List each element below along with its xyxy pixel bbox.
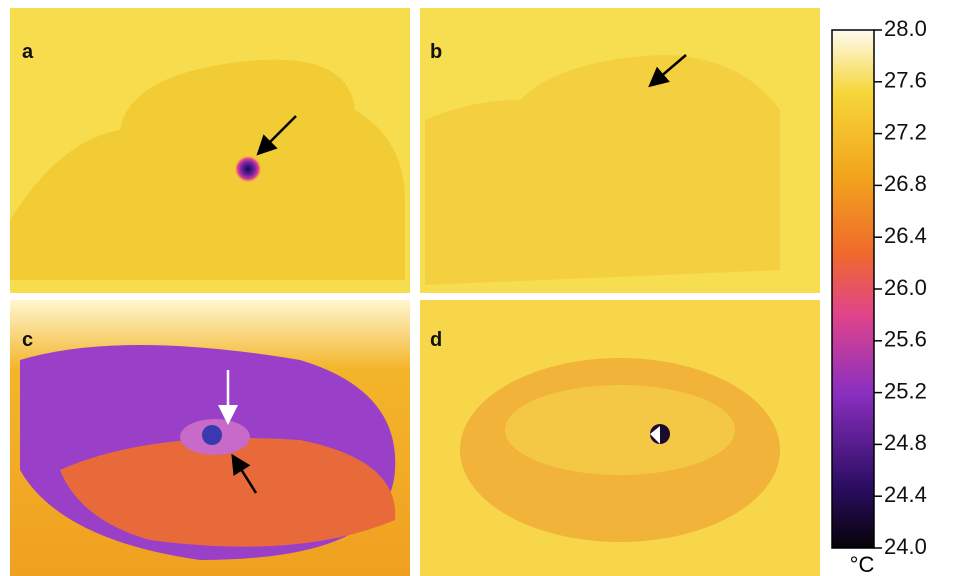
tick-label: 24.4 (884, 482, 927, 507)
tick-label: 27.2 (884, 119, 927, 144)
tick-label: 25.2 (884, 378, 927, 403)
tick-label: 26.0 (884, 275, 927, 300)
tick-label: 25.6 (884, 327, 927, 352)
panel-a: a (10, 8, 410, 293)
panel-label: d (430, 329, 442, 351)
panel-c: c (10, 300, 410, 576)
tick-label: 24.8 (884, 430, 927, 455)
tick-label: 27.6 (884, 68, 927, 93)
panel-b: b (420, 8, 820, 293)
panel-label: a (22, 41, 34, 63)
panel-label: c (22, 329, 33, 351)
colorbar-unit: °C (850, 552, 875, 576)
tick-label: 26.4 (884, 223, 927, 248)
tick-label: 28.0 (884, 16, 927, 41)
panel-d: d (420, 300, 820, 576)
colorbar: °C 24.0 24.4 24.8 25.2 25.6 26.0 26.4 26.8 27.2 2… (832, 16, 927, 576)
figure: a b c d °C 24.0 24.4 24.8 25.2 25.6 26.0 26.4 2… (0, 0, 957, 576)
panel-label: b (430, 41, 442, 63)
tick-label: 24.0 (884, 534, 927, 559)
tick-label: 26.8 (884, 171, 927, 196)
